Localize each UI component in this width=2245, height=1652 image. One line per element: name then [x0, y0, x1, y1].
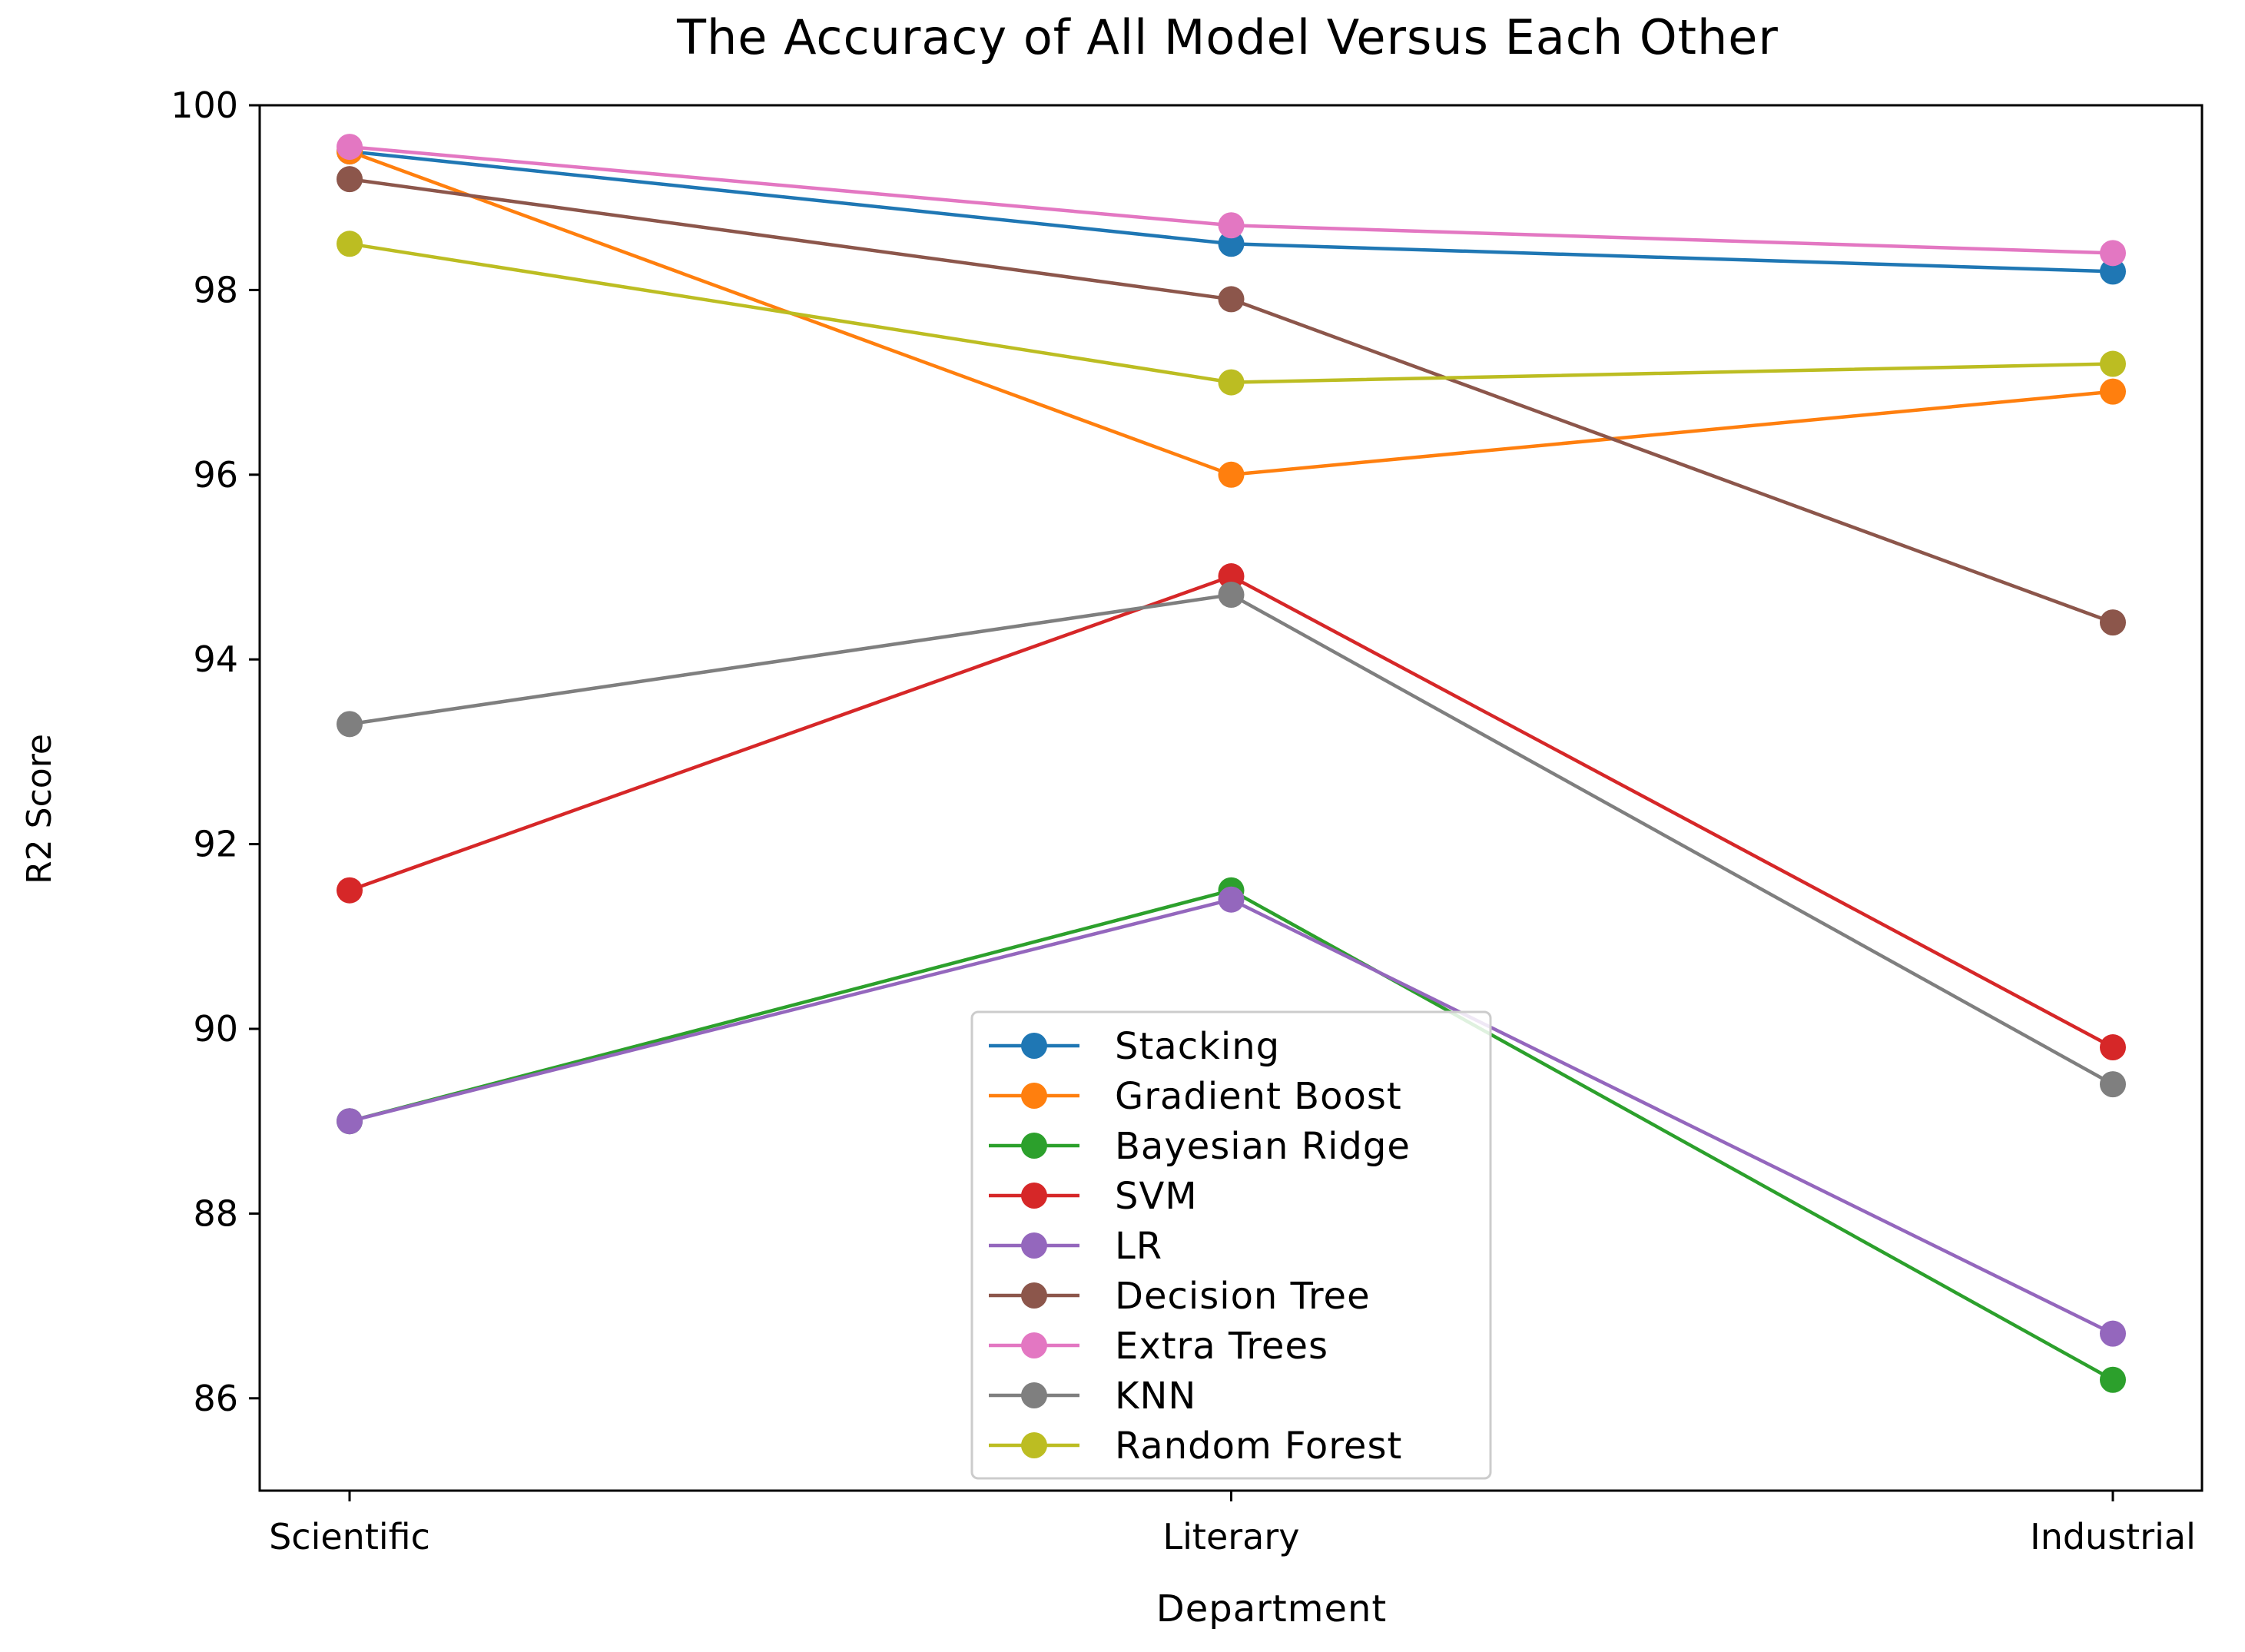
y-tick-label: 88 — [193, 1193, 238, 1234]
data-point — [2100, 1320, 2126, 1347]
y-tick-label: 90 — [193, 1008, 238, 1050]
y-axis: 86 88 90 92 94 96 98 100 — [171, 85, 260, 1419]
data-point — [2100, 609, 2126, 636]
data-point — [1218, 886, 1245, 913]
legend-marker — [1021, 1183, 1047, 1209]
legend-label: KNN — [1115, 1375, 1196, 1418]
legend-item: Random Forest — [989, 1425, 1402, 1468]
series-stacking — [337, 138, 2126, 285]
data-point — [337, 711, 363, 738]
series-lr — [337, 886, 2126, 1347]
series-decision-tree — [337, 166, 2126, 636]
data-point — [337, 231, 363, 257]
legend-item: Decision Tree — [989, 1275, 1371, 1318]
legend-label: Decision Tree — [1115, 1275, 1371, 1318]
legend: Stacking Gradient Boost Bayesian Ridge SVM L… — [970, 1010, 1492, 1480]
data-point — [2100, 258, 2126, 285]
legend-marker — [1021, 1232, 1047, 1259]
data-point — [1218, 563, 1245, 590]
legend-marker — [1021, 1282, 1047, 1309]
y-tick-label: 92 — [193, 824, 238, 865]
chart-title: The Accuracy of All Model Versus Each Ot… — [676, 9, 1779, 65]
legend-marker — [1021, 1382, 1047, 1408]
data-point — [1218, 231, 1245, 257]
data-point — [337, 1108, 363, 1135]
series-svm — [337, 563, 2126, 1061]
legend-box — [970, 1010, 1492, 1480]
series-gradient-boost — [337, 138, 2126, 488]
legend-marker — [1021, 1432, 1047, 1458]
data-point — [1218, 286, 1245, 313]
legend-label: Gradient Boost — [1115, 1075, 1402, 1118]
data-point — [2100, 240, 2126, 267]
data-point — [1218, 582, 1245, 609]
legend-label: Extra Trees — [1115, 1325, 1328, 1368]
data-point — [1218, 461, 1245, 488]
legend-marker — [1021, 1033, 1047, 1059]
y-tick-label: 100 — [171, 85, 238, 126]
x-tick-label: Scientific — [269, 1516, 430, 1557]
legend-item: Stacking — [989, 1025, 1280, 1068]
series-random-forest — [337, 231, 2126, 396]
legend-label: SVM — [1115, 1175, 1198, 1218]
y-tick-label: 94 — [193, 639, 238, 680]
series-line — [349, 574, 2114, 1050]
legend-label: Random Forest — [1115, 1425, 1402, 1468]
series-knn — [337, 582, 2126, 1098]
data-point — [2100, 350, 2126, 377]
series-layer — [337, 134, 2126, 1393]
data-point — [2100, 1366, 2126, 1393]
y-tick-label: 98 — [193, 269, 238, 310]
legend-marker — [1021, 1083, 1047, 1109]
x-tick-label: Literary — [1163, 1516, 1300, 1557]
y-tick-label: 96 — [193, 454, 238, 496]
x-axis-label: Department — [1156, 1587, 1387, 1630]
legend-marker — [1021, 1332, 1047, 1358]
series-extra-trees — [337, 134, 2126, 267]
legend-label: Bayesian Ridge — [1115, 1125, 1411, 1168]
legend-item: Extra Trees — [989, 1325, 1328, 1368]
data-point — [2100, 1071, 2126, 1098]
data-point — [337, 134, 363, 161]
legend-item: LR — [989, 1225, 1162, 1268]
legend-label: Stacking — [1115, 1025, 1280, 1068]
legend-item: KNN — [989, 1375, 1196, 1418]
x-tick-label: Industrial — [2030, 1516, 2196, 1557]
data-point — [1218, 212, 1245, 239]
legend-label: LR — [1115, 1225, 1162, 1268]
y-axis-label: R2 Score — [20, 734, 59, 884]
legend-item: Gradient Boost — [989, 1075, 1402, 1118]
legend-marker — [1021, 1133, 1047, 1159]
y-tick-label: 86 — [193, 1378, 238, 1419]
data-point — [1218, 369, 1245, 396]
legend-item: Bayesian Ridge — [989, 1125, 1411, 1168]
data-point — [337, 877, 363, 904]
x-axis: Scientific Literary Industrial — [269, 1491, 2196, 1557]
data-point — [337, 166, 363, 193]
legend-item: SVM — [989, 1175, 1198, 1218]
data-point — [2100, 378, 2126, 405]
series-line — [349, 149, 2114, 477]
data-point — [2100, 1034, 2126, 1061]
